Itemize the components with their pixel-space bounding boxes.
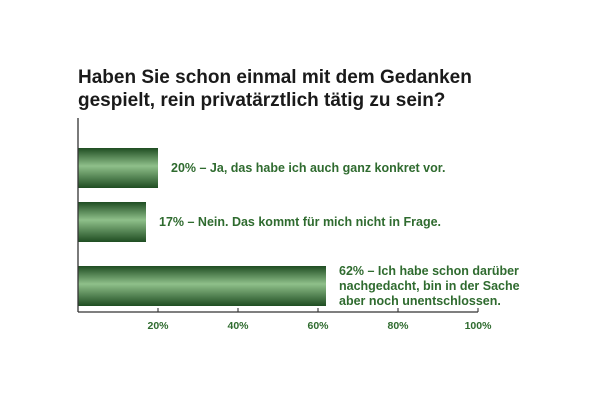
bar-label-3-line-1: 62% – Ich habe schon darüber: [339, 264, 519, 278]
x-tick-label-40: 40%: [227, 320, 249, 332]
x-tick-label-60: 60%: [307, 320, 329, 332]
chart-title-line-1: Haben Sie schon einmal mit dem Gedanken: [78, 67, 472, 88]
bar-label-3-line-3: aber noch unentschlossen.: [339, 294, 501, 308]
bar-label-1-line-1: 20% – Ja, das habe ich auch ganz konkret…: [171, 161, 445, 175]
bar-labels-group: 20% – Ja, das habe ich auch ganz konkret…: [159, 161, 520, 308]
bar-label-3: 62% – Ich habe schon darüber nachgedacht,…: [339, 264, 520, 308]
bar-1: [78, 148, 158, 188]
bars-group: [78, 148, 326, 306]
bar-3: [78, 266, 326, 306]
x-tick-label-80: 80%: [387, 320, 409, 332]
bar-label-1: 20% – Ja, das habe ich auch ganz konkret…: [171, 161, 445, 175]
x-tick-label-100: 100%: [465, 320, 493, 332]
chart-title: Haben Sie schon einmal mit dem Gedanken …: [78, 66, 558, 112]
bar-label-2: 17% – Nein. Das kommt für mich nicht in …: [159, 215, 441, 229]
bar-label-3-line-2: nachgedacht, bin in der Sache: [339, 279, 520, 293]
bar-label-2-line-1: 17% – Nein. Das kommt für mich nicht in …: [159, 215, 441, 229]
x-tick-label-20: 20%: [147, 320, 169, 332]
chart-title-line-2: gespielt, rein privatärztlich tätig zu s…: [78, 90, 446, 111]
axes-group: 20% 40% 60% 80% 100%: [77, 118, 493, 332]
bar-2: [78, 202, 146, 242]
